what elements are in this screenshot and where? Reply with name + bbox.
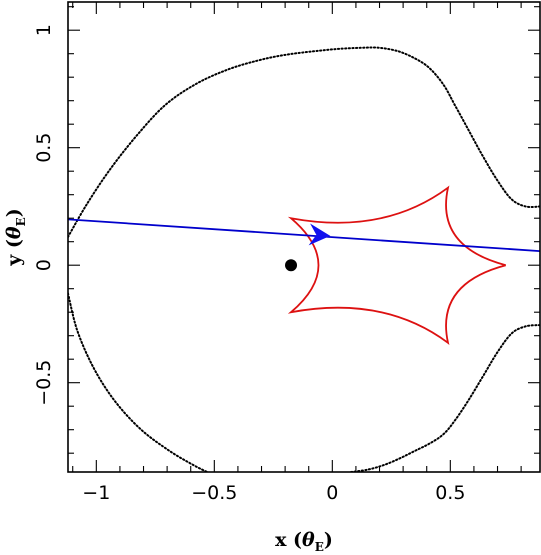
- x-tick-label: −1: [82, 482, 110, 504]
- x-tick-label: 0: [326, 482, 338, 504]
- critical-curve-2: [68, 292, 209, 472]
- x-axis-label: x (θE): [275, 529, 333, 554]
- critical-curve-1: [350, 324, 540, 472]
- plot-area: [68, 46, 540, 472]
- direction-arrow: [308, 223, 331, 246]
- y-tick-label: 1: [33, 24, 55, 36]
- lens-marker: [285, 259, 298, 272]
- plot-frame: [67, 1, 541, 473]
- axis-ticks: [68, 2, 540, 472]
- caustic-curve: [287, 185, 507, 345]
- y-tick-label: 0: [33, 259, 55, 271]
- x-tick-label: 0.5: [435, 482, 465, 504]
- critical-curve-0: [68, 46, 540, 238]
- source-trajectory-line: [68, 218, 540, 252]
- y-tick-label: −0.5: [33, 360, 55, 406]
- y-tick-label: 0.5: [33, 133, 55, 163]
- tick-labels: −1 −0.5 0 0.5 −0.5 0 0.5 1: [33, 24, 465, 504]
- y-axis-label: y (θE): [3, 208, 28, 267]
- x-tick-label: −0.5: [191, 482, 237, 504]
